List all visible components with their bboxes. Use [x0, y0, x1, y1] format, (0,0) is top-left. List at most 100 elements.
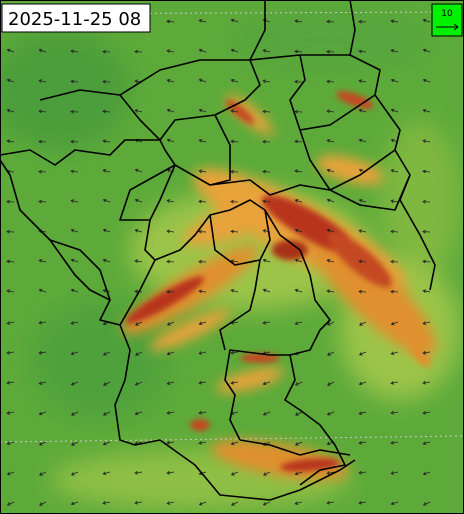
wind-arrow	[294, 169, 303, 174]
wind-arrow	[262, 288, 271, 293]
wind-arrow	[166, 501, 175, 505]
wind-arrow	[326, 198, 335, 203]
wind-arrow	[230, 48, 239, 53]
legend-label: 10	[441, 9, 453, 19]
wind-arrow	[262, 501, 271, 506]
wind-arrow	[38, 288, 47, 293]
wind-arrow	[422, 18, 431, 23]
timestamp: 2025-11-25 08	[8, 9, 141, 30]
wind-arrow	[6, 501, 15, 506]
wind-arrow	[294, 19, 303, 24]
wind-arrow	[422, 78, 431, 83]
wind-arrow	[230, 259, 239, 264]
wind-arrow	[326, 19, 335, 24]
wind-arrow	[294, 471, 303, 476]
wind-arrow	[6, 441, 15, 446]
wind-arrow	[422, 380, 431, 385]
wind-arrow	[198, 139, 207, 143]
wind-arrow	[390, 49, 399, 53]
wind-arrow	[262, 109, 271, 114]
wind-arrow	[70, 351, 79, 356]
wind-arrow	[134, 168, 143, 173]
wind-arrow	[230, 350, 239, 355]
wind-arrow	[294, 228, 303, 233]
wind-arrow	[38, 109, 47, 114]
wind-arrow	[422, 501, 431, 506]
wind-arrow	[166, 440, 175, 445]
legend-background	[431, 3, 463, 37]
wind-arrow	[38, 139, 47, 144]
wind-arrow	[166, 108, 175, 113]
wind-arrow	[294, 109, 303, 114]
wind-arrow	[198, 410, 207, 415]
wind-arrow	[70, 199, 79, 203]
borders	[0, 0, 436, 501]
wind-arrow	[102, 168, 111, 173]
wind-arrow	[38, 48, 47, 53]
wind-arrow	[6, 229, 15, 234]
wind-arrow	[198, 289, 207, 294]
wind-arrow	[6, 471, 15, 476]
wind-arrow	[102, 471, 111, 476]
wind-arrow	[262, 411, 271, 416]
wind-arrow	[358, 229, 367, 233]
wind-arrow	[358, 49, 367, 54]
wind-arrow	[326, 49, 335, 54]
wind-arrow	[422, 48, 431, 53]
wind-arrow	[230, 139, 239, 144]
wind-arrow	[390, 229, 399, 234]
wind-arrow	[166, 381, 175, 385]
wind-arrow	[358, 19, 367, 24]
wind-arrow	[358, 440, 367, 445]
wind-arrow	[263, 471, 271, 476]
wind-arrow	[326, 471, 335, 475]
wind-arrow	[262, 258, 271, 263]
wind-arrow	[134, 228, 143, 233]
wind-arrow	[358, 108, 367, 113]
wind-arrow	[294, 441, 303, 446]
wind-arrow	[102, 49, 111, 54]
wind-arrow	[198, 169, 207, 174]
wind-arrow	[166, 49, 175, 53]
wind-arrow	[38, 411, 47, 416]
wind-arrow	[358, 381, 367, 386]
wind-arrow	[326, 139, 335, 143]
wind-arrow	[70, 139, 79, 144]
wind-arrow	[262, 79, 271, 84]
wind-arrow	[166, 259, 175, 264]
wind-arrow	[390, 289, 399, 294]
wind-arrow	[198, 19, 207, 23]
wind-arrow	[230, 380, 239, 385]
wind-arrow	[422, 471, 431, 476]
wind-arrow	[39, 501, 47, 506]
wind-arrow	[390, 19, 399, 24]
wind-arrow	[166, 351, 175, 356]
wind-arrow	[358, 351, 367, 356]
wind-arrow	[134, 470, 143, 475]
wind-arrow	[230, 471, 239, 476]
wind-arrow	[102, 79, 111, 84]
wind-arrow	[134, 500, 143, 505]
wind-arrow	[6, 48, 15, 53]
wind-arrow	[262, 381, 271, 386]
wind-arrow	[422, 289, 431, 294]
wind-arrow	[134, 198, 143, 203]
wind-arrow	[326, 168, 335, 173]
wind-arrow	[198, 501, 207, 506]
wind-arrow	[38, 350, 47, 355]
legend-arrow	[436, 23, 459, 31]
wind-arrow	[6, 78, 15, 83]
wind-arrow	[230, 441, 239, 446]
wind-arrow	[102, 228, 111, 233]
wind-arrow	[294, 501, 303, 505]
wind-arrow	[358, 79, 367, 83]
wind-arrow	[326, 109, 335, 114]
wind-arrow	[390, 410, 399, 415]
wind-arrow	[134, 109, 143, 113]
wind-arrow	[70, 471, 79, 476]
wind-arrow	[390, 78, 399, 83]
wind-arrow	[198, 351, 207, 355]
wind-arrow	[103, 381, 111, 386]
wind-arrow	[134, 381, 143, 386]
wind-arrow	[390, 440, 399, 445]
